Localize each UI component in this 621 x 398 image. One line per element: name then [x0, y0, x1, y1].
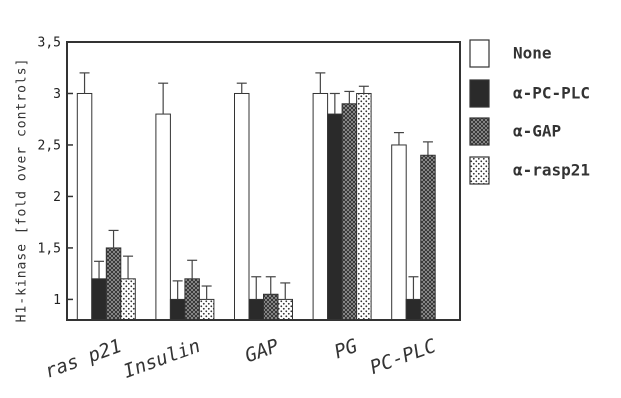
bar: [312, 92, 329, 321]
bar: [105, 247, 122, 321]
legend-label: α-PC-PLC: [513, 84, 590, 103]
plot-frame: [66, 41, 461, 321]
bar: [91, 278, 107, 321]
bar: [76, 92, 93, 321]
bar: [155, 113, 171, 321]
category-label: Insulin: [120, 335, 203, 383]
bar: [184, 278, 200, 321]
bar: [341, 103, 358, 321]
y-tick-label: 1,5: [38, 241, 61, 256]
y-tick-label: 3: [53, 87, 61, 102]
legend-swatch: [469, 79, 490, 108]
category-label: GAP: [242, 335, 282, 368]
category-label: PC-PLC: [367, 335, 440, 379]
bar: [405, 298, 422, 321]
bar: [277, 298, 293, 321]
y-tick-label: 3,5: [38, 36, 61, 51]
y-tick-label: 2,5: [38, 138, 61, 153]
bar: [391, 144, 407, 321]
bar: [327, 113, 343, 321]
error-bars-group: [79, 72, 433, 300]
bar: [198, 298, 215, 321]
bar: [169, 298, 186, 321]
legend: None α-PC-PLC α-GAP α-rasp21: [469, 39, 590, 185]
bar: [248, 298, 264, 321]
y-tick-label: 1: [53, 293, 61, 308]
category-label: ras p21: [42, 335, 125, 383]
bar: [120, 278, 136, 321]
bar: [263, 293, 279, 321]
y-tick-label: 2: [53, 190, 61, 205]
bar: [356, 92, 372, 321]
legend-label: α-GAP: [513, 122, 561, 141]
y-axis-label: H1-kinase [fold over controls]: [15, 58, 30, 323]
legend-swatch: [469, 39, 490, 68]
bar: [420, 154, 436, 321]
bar: [234, 92, 250, 321]
legend-label: None: [513, 44, 552, 63]
y-axis-ticks: 1 1,5 2 2,5 3 3,5: [38, 36, 73, 308]
legend-swatch: [469, 117, 490, 146]
category-label: PG: [331, 335, 360, 364]
legend-swatch: [469, 156, 490, 185]
legend-label: α-rasp21: [513, 161, 590, 180]
